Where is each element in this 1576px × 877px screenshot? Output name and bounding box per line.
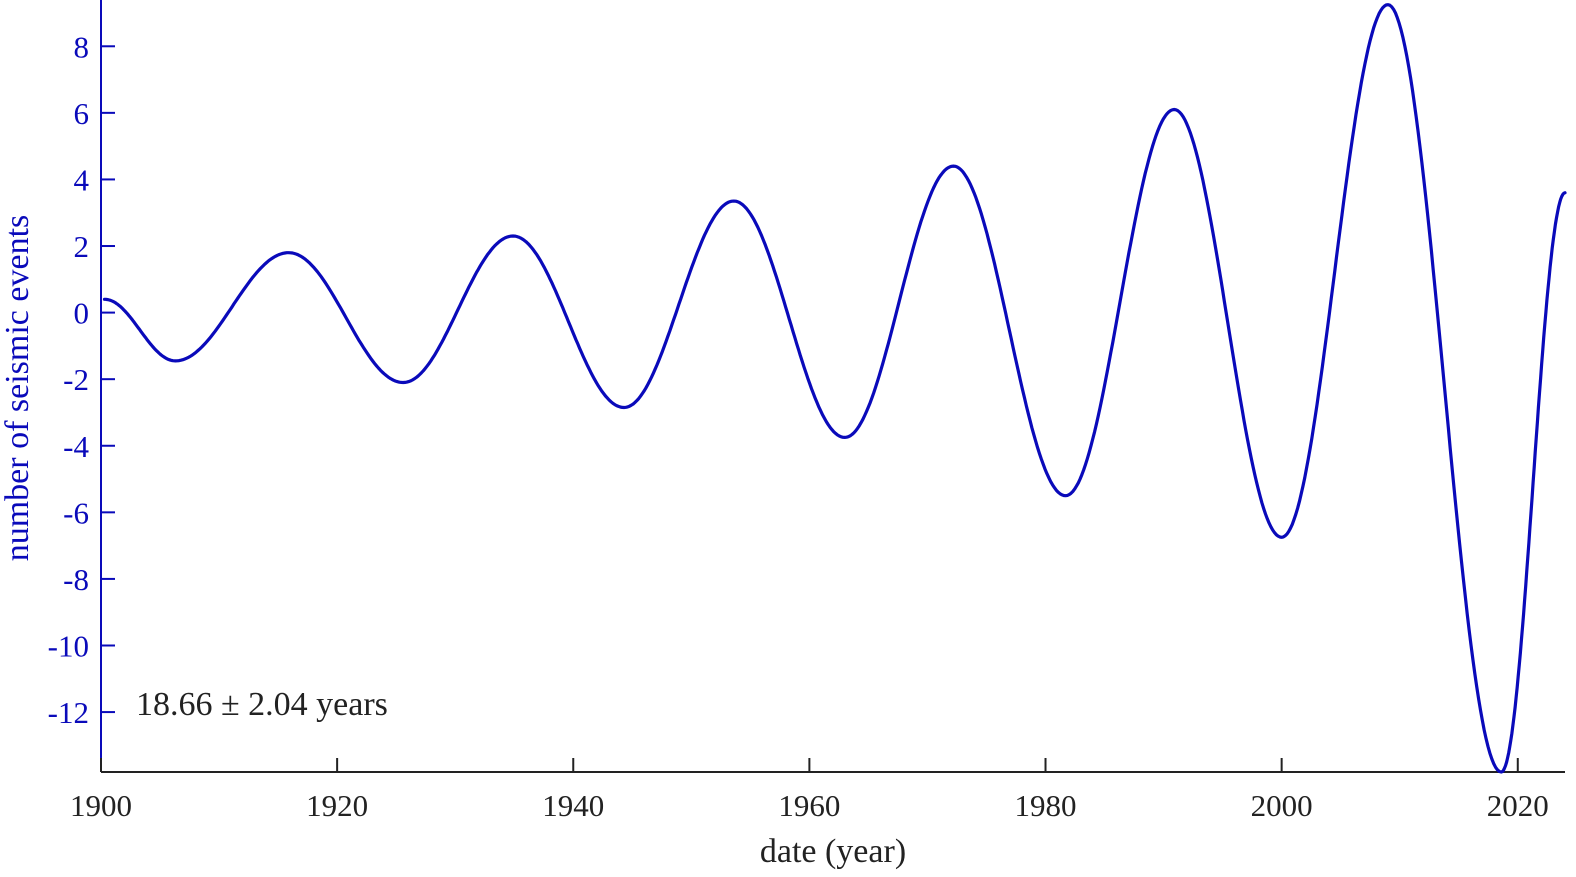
y-tick-label: 4 (74, 162, 90, 197)
y-tick-label: 8 (74, 29, 90, 64)
x-tick-label: 2000 (1251, 788, 1313, 823)
x-tick-label: 1980 (1015, 788, 1077, 823)
y-tick-label: 2 (74, 229, 90, 264)
y-axis-title: number of seismic events (0, 215, 36, 562)
y-tick-label: 6 (74, 96, 90, 131)
y-tick-label: 0 (74, 296, 90, 331)
period-annotation: 18.66 ± 2.04 years (136, 686, 388, 723)
y-tick-label: -10 (48, 628, 89, 663)
y-tick-label: -2 (63, 362, 89, 397)
x-tick-label: 1940 (542, 788, 604, 823)
y-axis: 8 6 4 2 0 -2 -4 -6 -8 -10 -12 (48, 0, 115, 772)
series-line (102, 3, 1567, 774)
x-tick-label: 2020 (1487, 788, 1549, 823)
y-tick-label: -6 (63, 495, 89, 530)
x-axis: 1900 1920 1940 1960 1980 2000 2020 (70, 758, 1565, 823)
y-tick-label: -4 (63, 429, 89, 464)
x-axis-title: date (year) (760, 833, 906, 870)
x-tick-label: 1900 (70, 788, 132, 823)
y-tick-label: -8 (63, 562, 89, 597)
x-tick-label: 1960 (778, 788, 840, 823)
y-tick-label: -12 (48, 695, 89, 730)
x-tick-label: 1920 (306, 788, 368, 823)
